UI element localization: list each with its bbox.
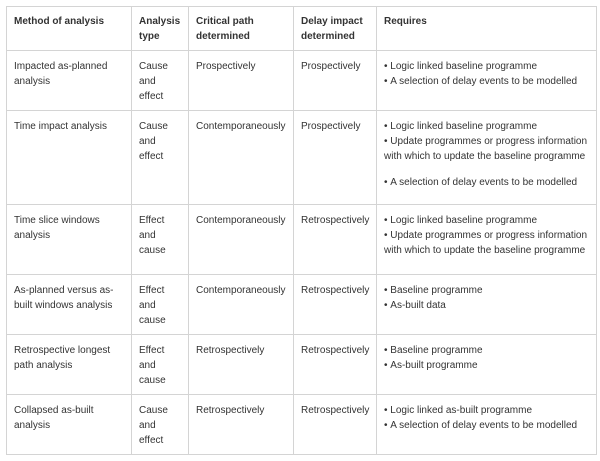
requirement: As-built programme (384, 358, 589, 373)
analysis-table: Method of analysis Analysis type Critical … (6, 6, 597, 455)
header-cell: Critical path determined (188, 6, 294, 51)
table-cell: Cause and effect (131, 394, 189, 455)
table-cell: Impacted as-planned analysis (6, 50, 132, 111)
table-cell: Retrospective longest path analysis (6, 334, 132, 395)
requirement: Baseline programme (384, 343, 589, 358)
requirement: Logic linked as-built programme (384, 403, 589, 418)
requirement: Logic linked baseline programme (384, 59, 589, 74)
requirement: Logic linked baseline programme (384, 119, 589, 134)
table-cell: Cause and effect (131, 110, 189, 205)
table-row: Impacted as-planned analysis Cause and ef… (6, 50, 597, 111)
header-cell: Method of analysis (6, 6, 132, 51)
table-row: Retrospective longest path analysis Effec… (6, 334, 597, 395)
table-cell: Time slice windows analysis (6, 204, 132, 275)
table-cell: Effect and cause (131, 334, 189, 395)
table-cell: Collapsed as-built analysis (6, 394, 132, 455)
table-cell: Prospectively (293, 50, 377, 111)
table-row: Time slice windows analysis Effect and ca… (6, 204, 597, 275)
requires-group: A selection of delay events to be modell… (384, 175, 589, 190)
table-cell: Prospectively (188, 50, 294, 111)
requirement: Baseline programme (384, 283, 589, 298)
table-cell: Effect and cause (131, 274, 189, 335)
header-row: Method of analysis Analysis type Critical … (6, 6, 597, 51)
requirement: Logic linked baseline programme (384, 213, 589, 228)
requirement: A selection of delay events to be modell… (384, 418, 589, 433)
table-cell: Retrospectively (293, 274, 377, 335)
requirement: A selection of delay events to be modell… (384, 175, 589, 190)
requirement: Update programmes or progress informatio… (384, 228, 589, 258)
table-cell: Contemporaneously (188, 204, 294, 275)
header-cell: Analysis type (131, 6, 189, 51)
header-cell: Delay impact determined (293, 6, 377, 51)
requires-cell: Logic linked baseline programmeUpdate pr… (376, 110, 597, 205)
requirement: As-built data (384, 298, 589, 313)
table-cell: Retrospectively (293, 334, 377, 395)
requires-group: Logic linked baseline programmeUpdate pr… (384, 119, 589, 164)
table-cell: As-planned versus as-built windows analy… (6, 274, 132, 335)
table-cell: Effect and cause (131, 204, 189, 275)
table-cell: Cause and effect (131, 50, 189, 111)
requires-group: Logic linked baseline programmeUpdate pr… (384, 213, 589, 258)
table-cell: Time impact analysis (6, 110, 132, 205)
table-cell: Contemporaneously (188, 274, 294, 335)
table-cell: Retrospectively (293, 204, 377, 275)
table-cell: Prospectively (293, 110, 377, 205)
requires-cell: Logic linked baseline programmeUpdate pr… (376, 204, 597, 275)
table-row: Time impact analysis Cause and effect Cont… (6, 110, 597, 205)
table-body: Impacted as-planned analysis Cause and ef… (6, 50, 597, 455)
table-cell: Contemporaneously (188, 110, 294, 205)
requirement: Update programmes or progress informatio… (384, 134, 589, 164)
table-row: Collapsed as-built analysis Cause and eff… (6, 394, 597, 455)
table-cell: Retrospectively (188, 334, 294, 395)
table-cell: Retrospectively (293, 394, 377, 455)
table-cell: Retrospectively (188, 394, 294, 455)
table-row: As-planned versus as-built windows analy… (6, 274, 597, 335)
header-cell: Requires (376, 6, 597, 51)
requirement: A selection of delay events to be modell… (384, 74, 589, 89)
